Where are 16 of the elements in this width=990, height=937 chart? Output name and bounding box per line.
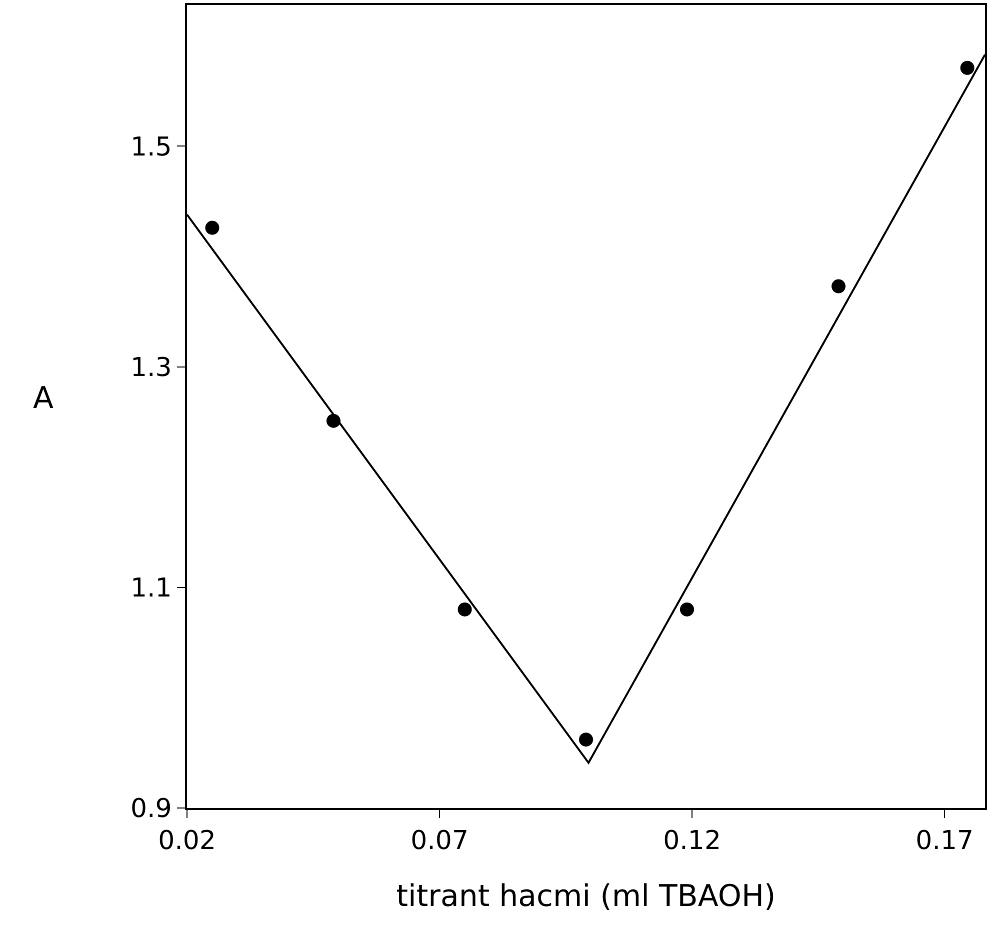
- point: [832, 279, 846, 294]
- y-tick-label: 0.9: [130, 794, 172, 824]
- x-tick-label: 0.12: [663, 826, 722, 856]
- x-tick-label: 0.07: [410, 826, 468, 856]
- y-tick-label: 1.5: [130, 132, 172, 162]
- y-axis-title: A: [33, 381, 54, 416]
- x-axis-title: titrant hacmi (ml TBAOH): [396, 879, 776, 914]
- point: [205, 220, 220, 235]
- x-tick-label: 0.17: [916, 826, 974, 856]
- point: [960, 60, 974, 75]
- y-tick-label: 1.1: [130, 574, 172, 604]
- x-tick-label: 0.02: [158, 826, 216, 856]
- point: [680, 602, 694, 616]
- y-tick-label: 1.3: [130, 352, 172, 383]
- point: [579, 732, 593, 747]
- point: [458, 602, 472, 616]
